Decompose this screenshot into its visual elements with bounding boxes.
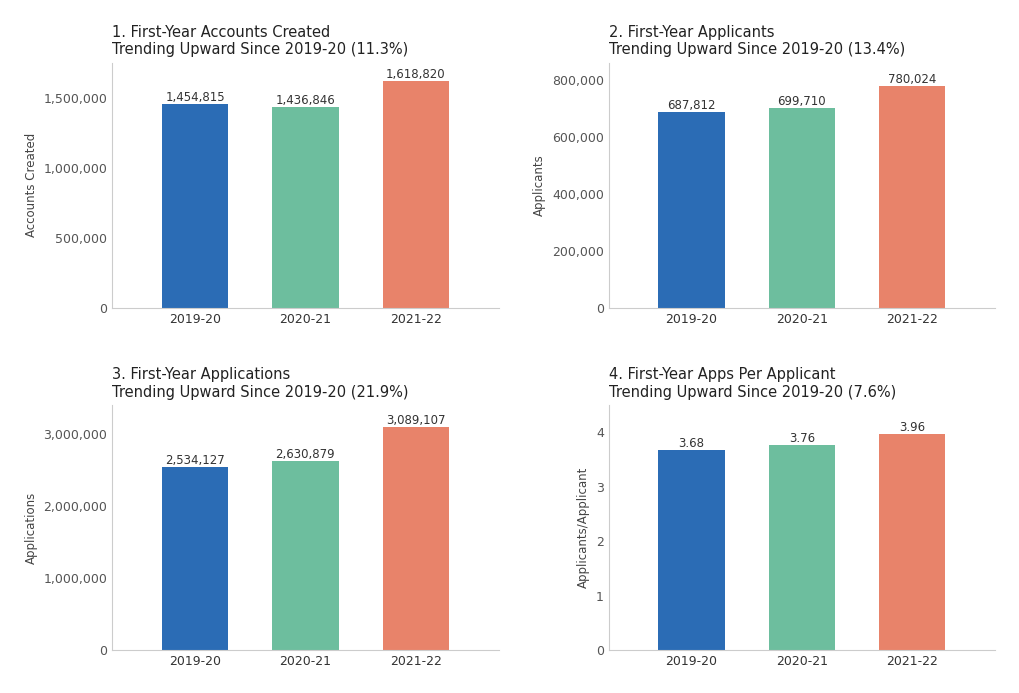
Bar xyxy=(768,108,835,308)
Bar xyxy=(162,104,228,308)
Bar xyxy=(382,81,448,308)
Bar xyxy=(162,468,228,650)
Y-axis label: Accounts Created: Accounts Created xyxy=(25,133,38,238)
Text: 3.68: 3.68 xyxy=(678,437,704,450)
Bar xyxy=(878,435,945,650)
Text: 1,454,815: 1,454,815 xyxy=(165,91,224,104)
Bar xyxy=(657,112,723,308)
Text: 687,812: 687,812 xyxy=(666,99,715,112)
Text: 780,024: 780,024 xyxy=(888,73,935,85)
Bar xyxy=(382,428,448,650)
Bar xyxy=(768,446,835,650)
Text: 2,534,127: 2,534,127 xyxy=(165,455,225,468)
Text: 3. First-Year Applications
Trending Upward Since 2019-20 (21.9%): 3. First-Year Applications Trending Upwa… xyxy=(112,367,409,400)
Bar xyxy=(272,107,338,308)
Text: 2. First-Year Applicants
Trending Upward Since 2019-20 (13.4%): 2. First-Year Applicants Trending Upward… xyxy=(608,25,904,58)
Text: 1. First-Year Accounts Created
Trending Upward Since 2019-20 (11.3%): 1. First-Year Accounts Created Trending … xyxy=(112,25,409,58)
Text: 3.76: 3.76 xyxy=(788,432,814,446)
Y-axis label: Applications: Applications xyxy=(25,491,38,563)
Text: 3.96: 3.96 xyxy=(899,421,924,435)
Y-axis label: Applicants/Applicant: Applicants/Applicant xyxy=(577,467,590,588)
Text: 3,089,107: 3,089,107 xyxy=(385,414,445,428)
Bar xyxy=(878,85,945,308)
Text: 699,710: 699,710 xyxy=(776,96,825,108)
Text: 1,618,820: 1,618,820 xyxy=(385,68,445,81)
Text: 1,436,846: 1,436,846 xyxy=(275,94,335,107)
Bar xyxy=(657,450,723,650)
Y-axis label: Applicants: Applicants xyxy=(533,155,546,216)
Text: 4. First-Year Apps Per Applicant
Trending Upward Since 2019-20 (7.6%): 4. First-Year Apps Per Applicant Trendin… xyxy=(608,367,895,400)
Bar xyxy=(272,461,338,650)
Text: 2,630,879: 2,630,879 xyxy=(275,448,335,461)
